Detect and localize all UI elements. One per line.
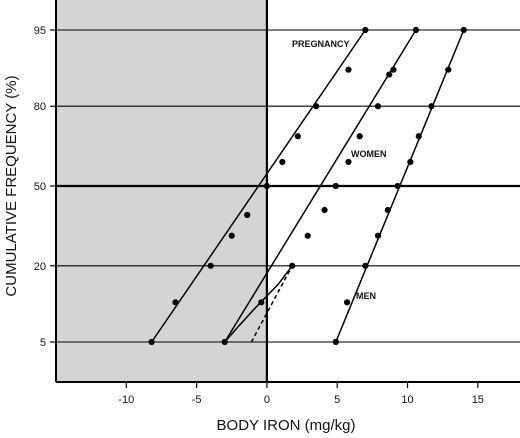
x-tick-label: 5 — [334, 394, 340, 406]
data-point-women — [258, 299, 265, 306]
data-point-pregnancy — [148, 338, 155, 346]
data-point-men — [415, 133, 422, 140]
data-point-women — [321, 206, 328, 214]
shaded-region-rect — [56, 0, 267, 382]
data-point-women — [390, 66, 397, 73]
series-curve-link — [224, 265, 293, 343]
data-point-women — [332, 182, 339, 190]
series-label-men: MEN — [356, 291, 376, 301]
data-point-women — [412, 26, 420, 34]
data-point-men — [460, 26, 467, 34]
series-label-women: WOMEN — [351, 149, 387, 159]
data-point-extra — [386, 71, 393, 78]
data-point-pregnancy — [279, 158, 286, 166]
y-tick-label: 20 — [34, 261, 46, 273]
data-point-pregnancy — [207, 262, 214, 269]
data-point-pregnancy — [263, 182, 271, 190]
y-tick-label: 5 — [40, 337, 46, 349]
x-tick-label: -5 — [192, 394, 202, 406]
series-label-pregnancy: PREGNANCY — [292, 39, 350, 49]
y-tick-label: 95 — [34, 25, 46, 37]
series-layer — [148, 26, 467, 346]
data-point-pregnancy — [228, 232, 235, 239]
data-point-women — [374, 103, 382, 110]
tick-labels: -10 -5 0 5 10 15 5 20 50 80 95 — [34, 25, 484, 406]
data-point-men — [362, 262, 369, 269]
data-point-men — [343, 299, 351, 306]
data-point-men — [332, 338, 339, 346]
series-line-women — [224, 29, 417, 343]
data-point-pregnancy — [172, 299, 179, 306]
series-line-pregnancy — [150, 29, 366, 343]
data-point-pregnancy — [345, 66, 352, 73]
data-point-pregnancy — [294, 133, 301, 140]
data-point-pregnancy — [362, 26, 369, 34]
data-point-women — [356, 133, 363, 140]
data-point-women — [221, 338, 228, 346]
data-point-men — [407, 158, 414, 166]
x-tick-label: 15 — [472, 394, 484, 406]
data-point-men — [428, 103, 435, 110]
data-point-pregnancy — [244, 211, 251, 219]
y-tick-label: 50 — [34, 181, 46, 193]
data-point-men — [445, 66, 452, 73]
x-tick-label: 10 — [401, 394, 413, 406]
data-point-women — [304, 232, 311, 239]
x-tick-label: -10 — [118, 394, 134, 406]
data-point-men — [374, 232, 382, 239]
shaded-region — [56, 0, 267, 382]
gridlines — [56, 29, 520, 343]
series-dashed-extension — [250, 265, 293, 343]
x-axis-title: BODY IRON (mg/kg) — [217, 417, 356, 434]
axes — [50, 0, 520, 388]
data-point-pregnancy — [313, 103, 320, 110]
data-point-men — [394, 182, 401, 190]
y-tick-label: 80 — [34, 101, 46, 113]
data-point-men — [384, 206, 391, 214]
data-point-women — [289, 262, 296, 269]
y-axis-title: CUMULATIVE FREQUENCY (%) — [3, 75, 20, 296]
x-tick-label: 0 — [264, 394, 270, 406]
data-point-women — [345, 158, 352, 166]
